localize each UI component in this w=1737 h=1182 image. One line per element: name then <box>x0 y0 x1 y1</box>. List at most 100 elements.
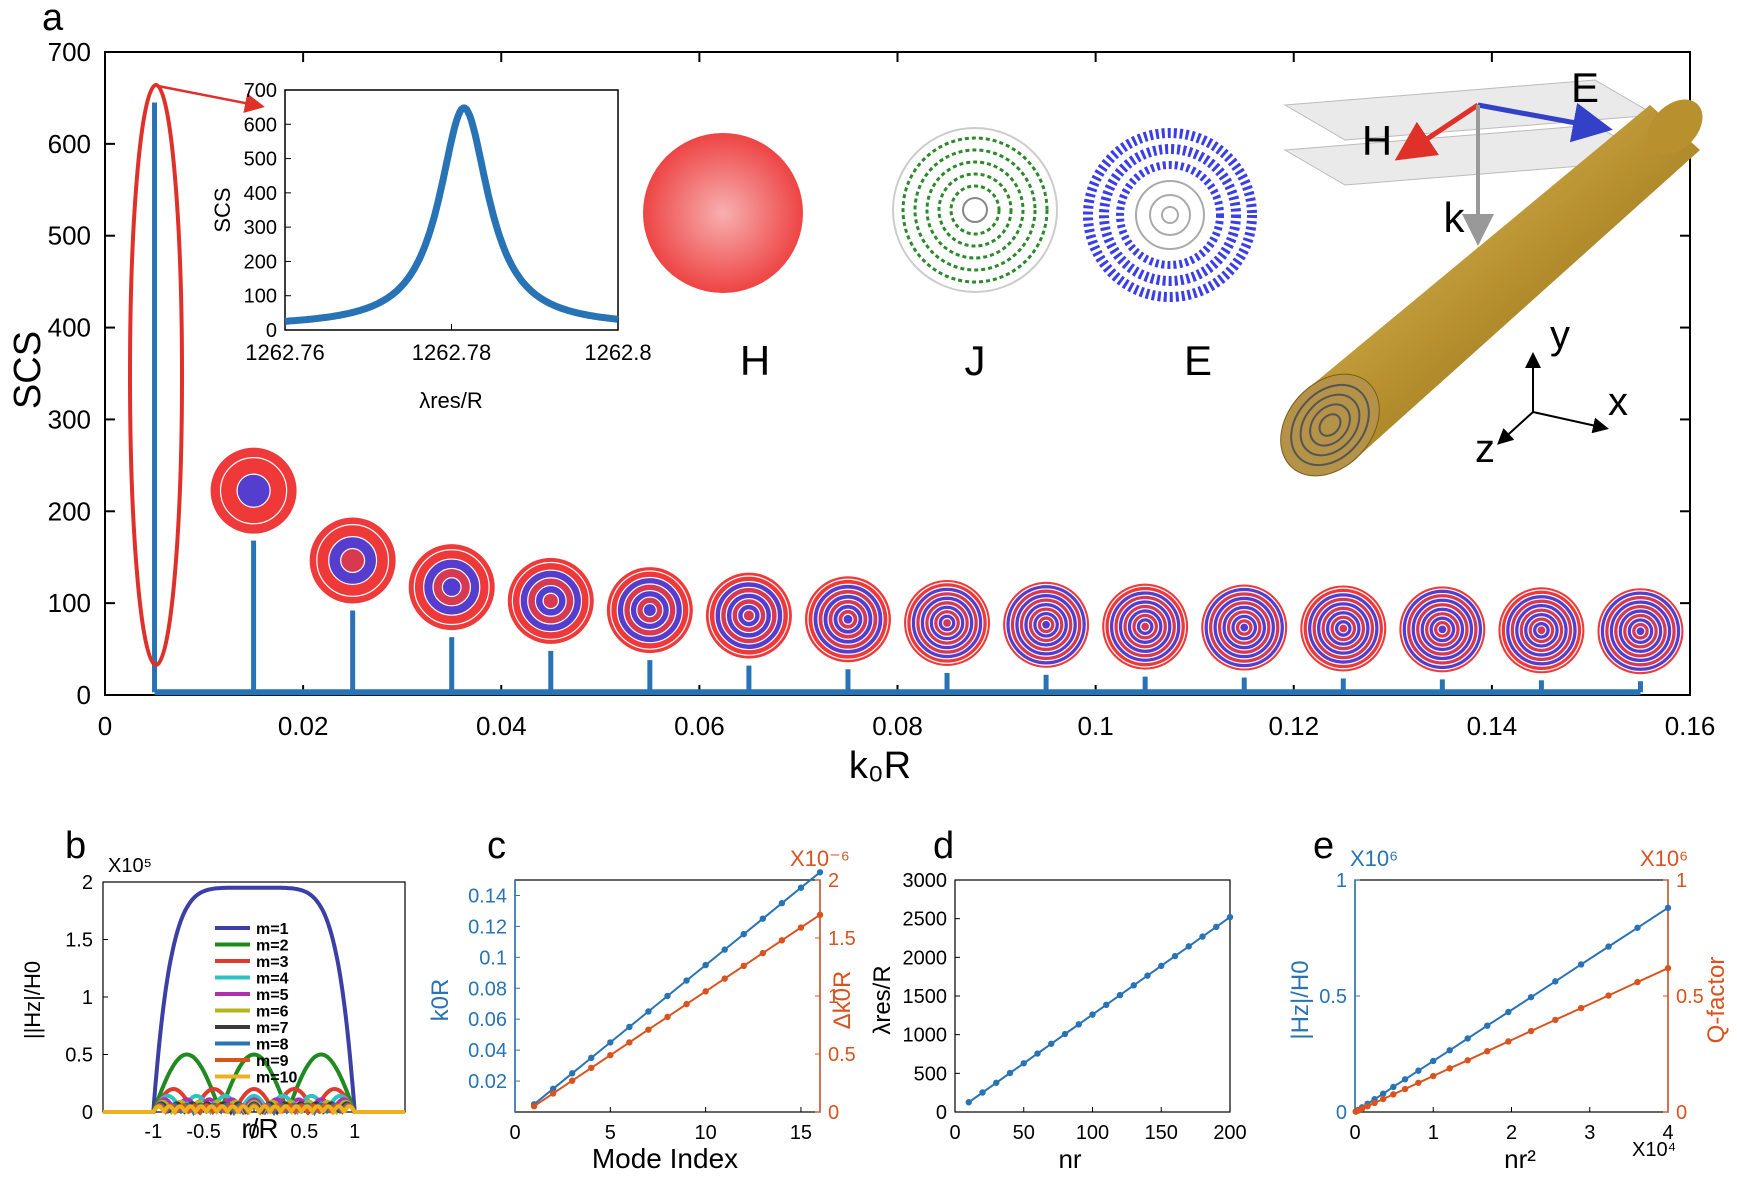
e-data-point <box>1464 1035 1471 1042</box>
c-data-point <box>740 930 747 938</box>
inset-ticks: 1262.76 1262.78 1262.8 0 100 200 300 400 500 600 7… <box>244 80 652 365</box>
e-data-point <box>1505 1008 1512 1016</box>
highlight-ellipse <box>128 83 184 667</box>
chart-c-exponent-right: X10⁻⁶ <box>790 846 850 871</box>
highlight-arrow <box>157 84 265 113</box>
chart-a-ylabel: SCS <box>7 331 49 409</box>
c-data-point <box>778 900 786 907</box>
y-tick-label: 300 <box>48 404 91 434</box>
c-y-tick-label-left: 0.14 <box>468 885 507 907</box>
d-y-tick-label-left: 2000 <box>903 947 948 969</box>
legend-entry: m=2 <box>256 938 289 955</box>
e-data-point <box>1430 1057 1437 1065</box>
c-y-tick-label-left: 0.12 <box>468 916 507 938</box>
d-x-tick-label: 50 <box>1013 1122 1035 1144</box>
c-data-point <box>568 1070 576 1077</box>
e-data-point <box>1401 1085 1409 1093</box>
e-data-point <box>1464 1057 1471 1064</box>
e-data-point <box>1527 993 1535 1001</box>
c-data-point <box>530 1103 538 1110</box>
y-tick-label: 600 <box>48 129 91 159</box>
c-data-point <box>664 1013 671 1021</box>
y-tick-label: 500 <box>48 221 91 251</box>
chart-a: 0 0.02 0.04 0.06 0.08 0.1 0.12 0.14 0.16 0 100 200 3… <box>7 37 1715 787</box>
chart-b: -1 -0.5 0 0.5 100.511.52 m=1m=2m=3m=4m=5m=6m… <box>20 855 406 1144</box>
d-data-point <box>993 1079 1000 1086</box>
c-y-tick-label-right: 0.5 <box>828 1044 856 1066</box>
d-x-tick-label: 0 <box>949 1122 960 1144</box>
rod-far-end <box>1647 99 1703 155</box>
inset-xlabel: λres/R <box>419 388 483 413</box>
e-data-point <box>1527 1027 1535 1035</box>
d-data-point <box>1158 962 1165 970</box>
e-y-tick-label-right: 0.5 <box>1676 986 1704 1008</box>
c-x-tick-label: 10 <box>695 1122 717 1144</box>
legend-entry: m=7 <box>256 1020 289 1037</box>
c-data-point <box>568 1077 576 1084</box>
chart-e-exponent-right: X10⁶ <box>1640 846 1688 871</box>
chart-e-marks <box>1352 904 1672 1115</box>
d-data-point <box>965 1099 972 1106</box>
c-data-point <box>588 1064 595 1072</box>
e-data-point <box>1664 904 1672 912</box>
panel-label-d: d <box>933 825 954 867</box>
d-data-point <box>1226 913 1234 921</box>
field-E-image <box>1083 128 1257 302</box>
inset-y-tick-label: 300 <box>244 217 277 239</box>
chart-e-ylabel-right: Q-factor <box>1703 957 1730 1044</box>
y-tick-label: 700 <box>48 37 91 67</box>
d-data-point <box>1130 982 1137 989</box>
d-data-point <box>1103 1001 1110 1009</box>
b-x-tick-label: 0.5 <box>290 1121 318 1143</box>
d-y-tick-label-left: 1500 <box>903 986 948 1008</box>
x-tick-label: 0.02 <box>278 711 329 741</box>
panel-label-c: c <box>487 825 506 867</box>
chart-a-marks <box>152 102 1684 696</box>
y-tick-label: 100 <box>48 588 91 618</box>
e-axes-box <box>1354 879 1669 1113</box>
c-y-tick-label-left: 0.02 <box>468 1071 507 1093</box>
mode-ring <box>842 613 854 625</box>
panel-label-a: a <box>42 0 64 39</box>
chart-c-marks <box>530 869 824 1110</box>
y-tick-label: 0 <box>77 680 91 710</box>
e-data-point <box>1401 1076 1409 1083</box>
c-y-tick-label-left: 0.1 <box>479 947 507 969</box>
chart-d-marks <box>965 913 1234 1106</box>
field-images: H J E <box>643 127 1257 384</box>
mode-ring <box>1041 619 1052 630</box>
c-data-point <box>721 946 728 953</box>
panel-label-b: b <box>65 825 86 867</box>
e-data-point <box>1605 992 1612 999</box>
c-series-line <box>533 871 821 1106</box>
e-y-tick-label-left: 0 <box>1336 1102 1347 1124</box>
legend-entry: m=6 <box>256 1004 289 1021</box>
chart-c-ticks: 0 5 10 15 0.02 0.04 0.06 0.08 0.1 0.12 0.14 0 0.5 1 1.… <box>468 870 856 1144</box>
e-data-point <box>1552 1016 1559 1024</box>
d-y-tick-label-left: 500 <box>914 1063 947 1085</box>
inset-x-tick-label: 1262.78 <box>412 340 492 365</box>
legend-entry: m=4 <box>256 971 289 988</box>
field-H-image <box>643 133 803 293</box>
b-y-tick-label: 2 <box>82 872 93 894</box>
mode-ring <box>236 473 271 508</box>
inset-marks <box>283 104 620 325</box>
b-y-tick-label: 0.5 <box>65 1045 93 1067</box>
c-data-point <box>683 1000 690 1008</box>
x-tick-label: 0 <box>98 711 112 741</box>
field-label-E: E <box>1184 337 1212 384</box>
y-tick-label: 200 <box>48 496 91 526</box>
c-x-tick-label: 5 <box>605 1122 616 1144</box>
mode-ring <box>742 609 756 622</box>
legend-entry: m=8 <box>256 1037 289 1054</box>
legend-entry: m=5 <box>256 987 289 1004</box>
d-axes-box <box>954 879 1231 1113</box>
e-data-point <box>1364 1103 1371 1110</box>
mode-ring <box>1239 622 1250 633</box>
inset-y-tick-label: 700 <box>244 80 277 102</box>
b-x-tick-label: 1 <box>349 1121 360 1143</box>
chart-e-xlabel: nr² <box>1504 1144 1536 1174</box>
e-data-point <box>1577 961 1585 968</box>
rod-spiral <box>1290 383 1370 467</box>
